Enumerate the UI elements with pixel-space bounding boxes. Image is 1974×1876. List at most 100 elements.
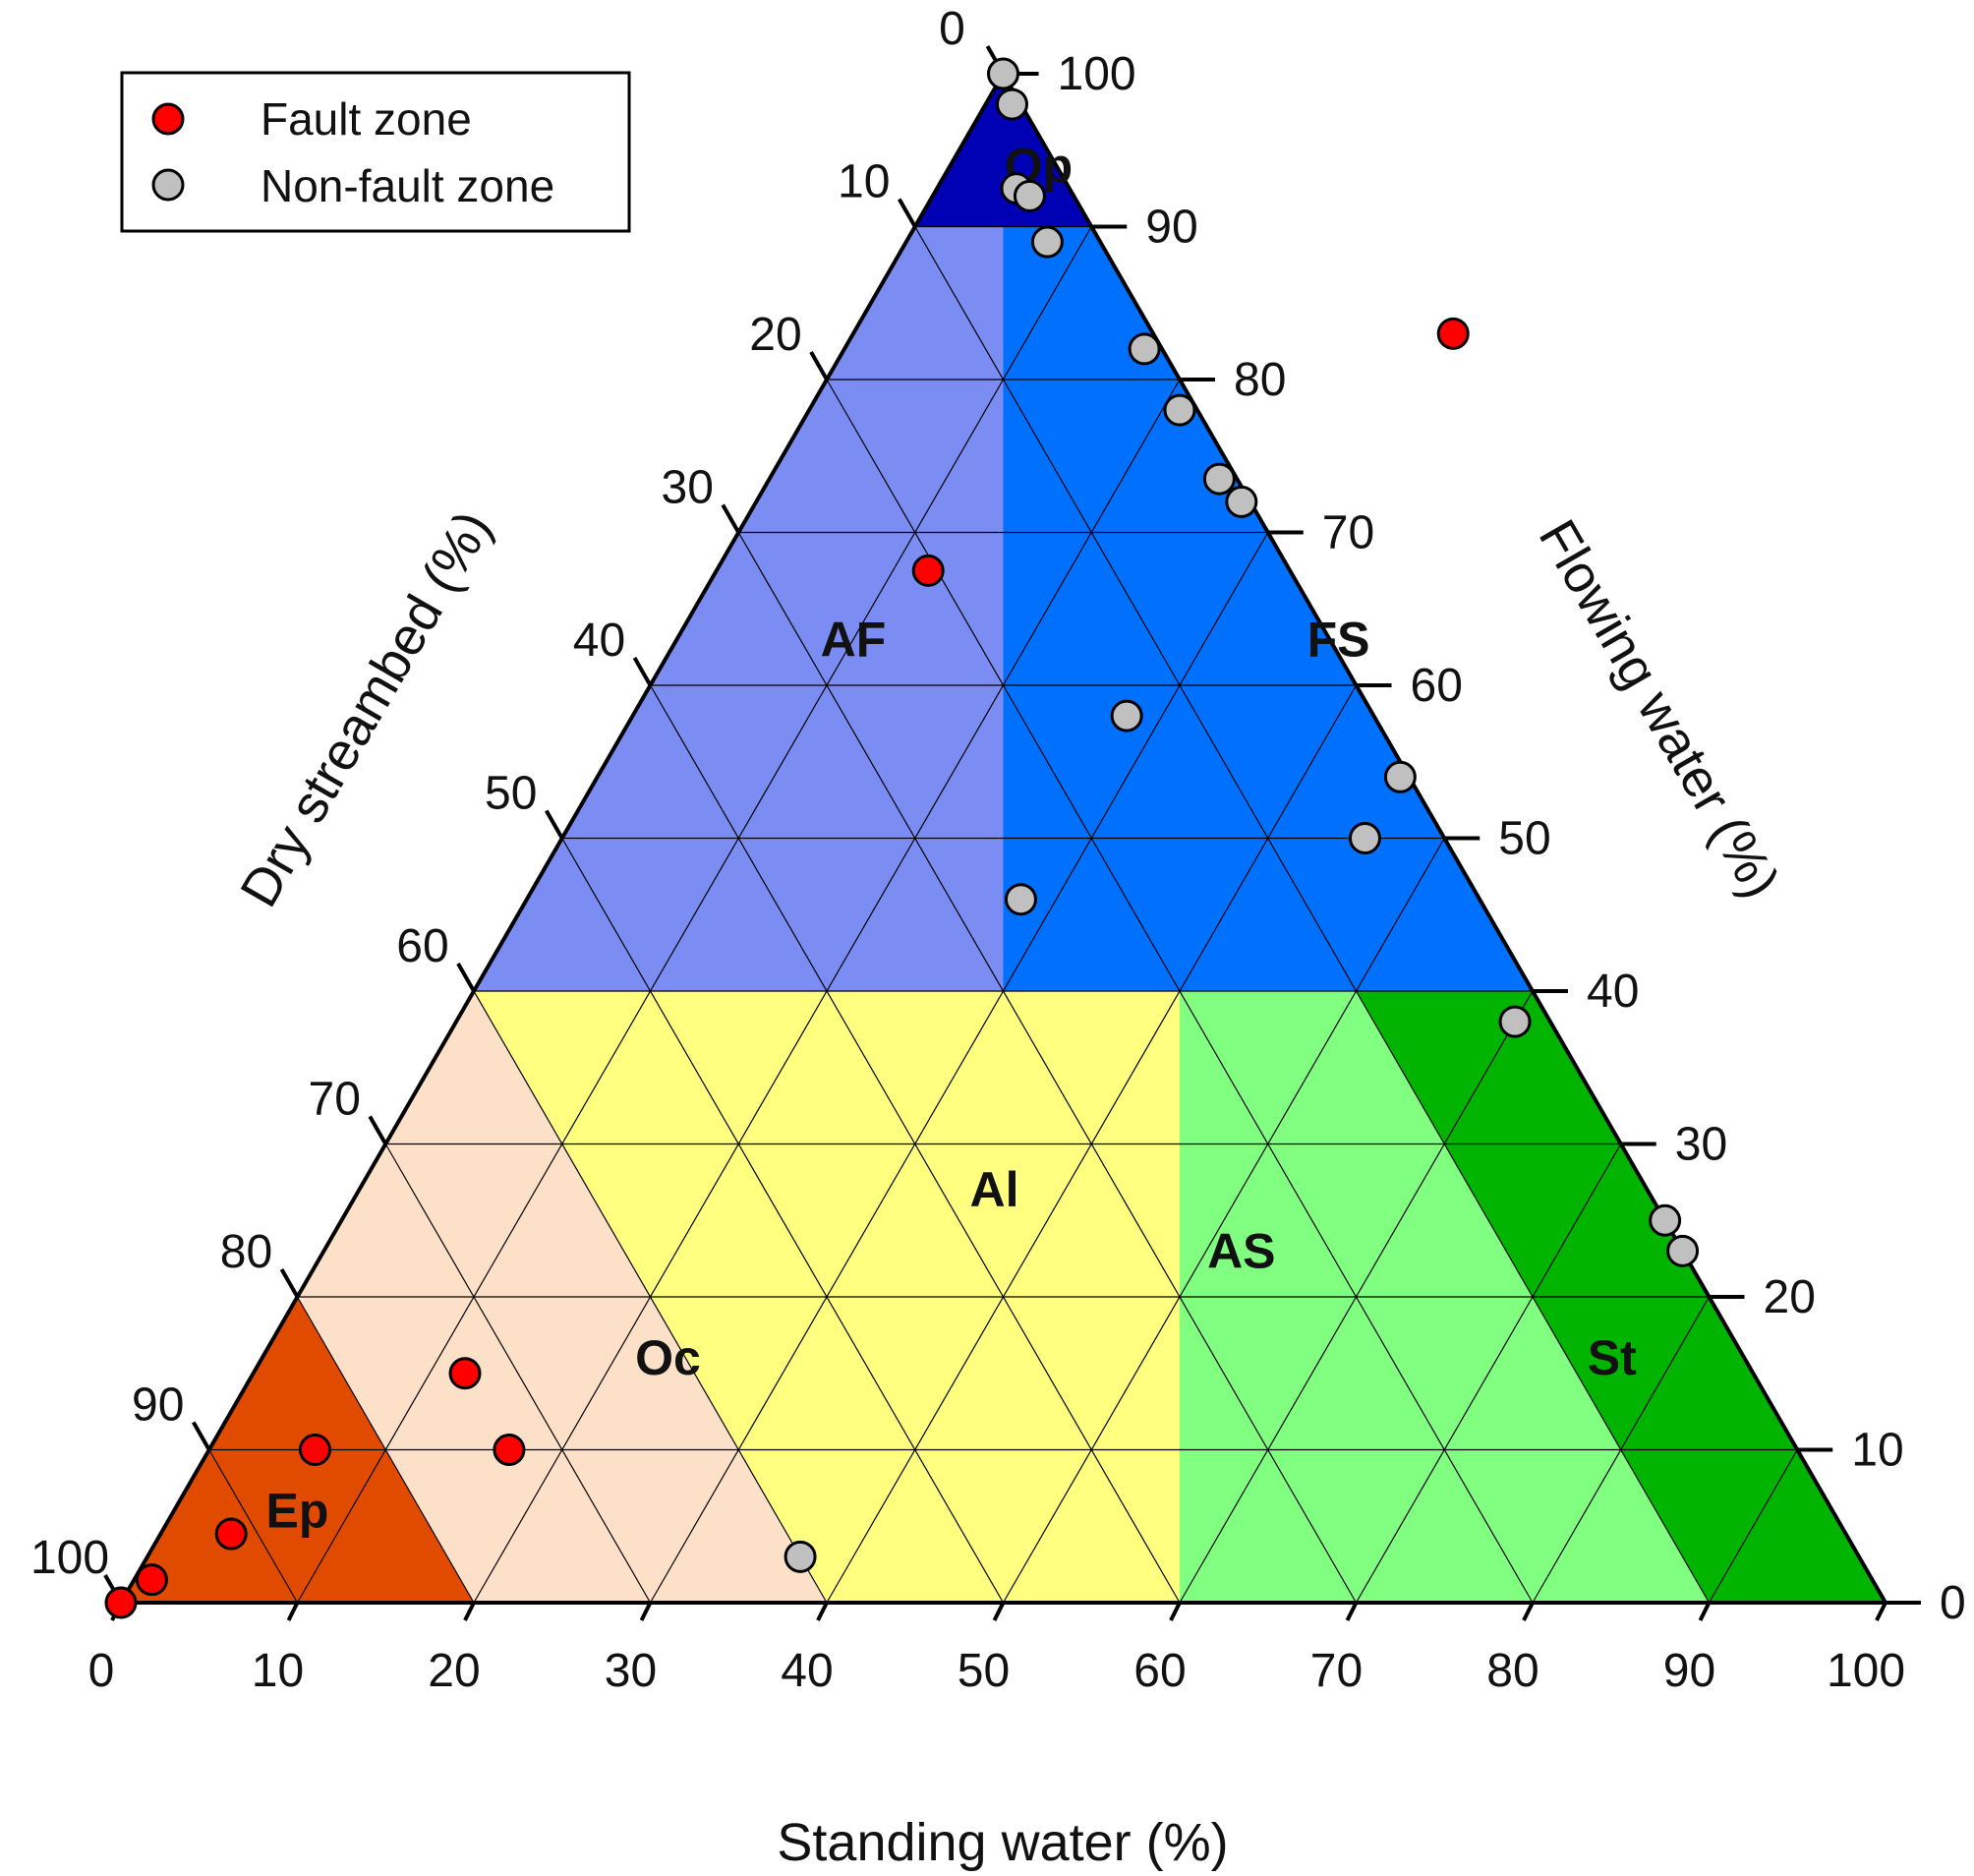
left-tick — [368, 1115, 387, 1145]
legend-label-non-fault-zone: Non-fault zone — [261, 160, 554, 211]
left-axis-title: Dry streambed (%) — [229, 501, 503, 916]
point-non-fault-zone — [1163, 393, 1196, 427]
bottom-tick — [639, 1602, 653, 1621]
left-tick-label: 100 — [30, 1532, 109, 1584]
right-axis-title: Flowing water (%) — [1528, 510, 1791, 908]
right-tick-label: 80 — [1234, 354, 1286, 406]
left-tick — [809, 351, 829, 381]
grid-line — [1355, 1143, 1622, 1604]
grid-line — [1532, 1296, 1711, 1604]
grid-line — [473, 990, 828, 1604]
point-non-fault-zone — [784, 1540, 817, 1573]
left-tick-label: 70 — [309, 1074, 361, 1126]
left-tick — [456, 963, 476, 992]
point-non-fault-zone — [1348, 822, 1381, 854]
right-tick-label: 40 — [1587, 966, 1639, 1018]
point-fault-zone — [135, 1563, 168, 1597]
bottom-tick-label: 70 — [1310, 1645, 1363, 1697]
left-tick-label: 80 — [220, 1226, 272, 1278]
grid-line — [384, 1143, 652, 1604]
bottom-tick — [463, 1602, 476, 1621]
bottom-tick-label: 60 — [1133, 1645, 1186, 1697]
bottom-tick-label: 50 — [958, 1645, 1010, 1697]
bottom-tick — [1522, 1602, 1535, 1621]
bottom-tick-label: 40 — [781, 1645, 833, 1697]
bottom-tick-label: 100 — [1827, 1645, 1905, 1697]
right-tick-label: 0 — [1940, 1577, 1966, 1629]
grid-line — [737, 532, 1358, 1604]
grid-line — [561, 838, 1005, 1604]
left-tick-label: 10 — [838, 156, 890, 208]
right-tick-label: 90 — [1145, 202, 1197, 254]
region-label-st: St — [1588, 1330, 1637, 1385]
right-tick-label: 10 — [1851, 1425, 1903, 1477]
point-non-fault-zone — [1649, 1203, 1682, 1237]
left-tick-label: 50 — [485, 768, 537, 820]
bottom-tick — [1345, 1602, 1359, 1621]
bottom-tick — [992, 1602, 1006, 1621]
legend: Fault zone Non-fault zone — [120, 71, 631, 233]
left-tick — [898, 198, 917, 228]
grid-layer — [208, 225, 1798, 1604]
point-fault-zone — [448, 1357, 482, 1390]
right-tick-label: 50 — [1498, 813, 1550, 865]
region-label-fs: FS — [1307, 612, 1370, 667]
region-label-oc: Oc — [635, 1330, 701, 1385]
point-non-fault-zone — [1202, 462, 1236, 496]
point-non-fault-zone — [1666, 1234, 1700, 1267]
point-fault-zone — [214, 1517, 248, 1551]
point-fault-zone — [911, 554, 945, 587]
bottom-tick — [1169, 1602, 1182, 1621]
point-fault-zone — [298, 1434, 331, 1466]
point-non-fault-zone — [1383, 760, 1417, 793]
grid-line — [1708, 1449, 1798, 1604]
bottom-tick-label: 30 — [605, 1645, 657, 1697]
left-tick — [721, 503, 740, 534]
left-tick-label: 40 — [573, 615, 625, 667]
bottom-tick — [286, 1602, 300, 1621]
right-tick-label: 100 — [1058, 48, 1136, 100]
bottom-tick — [1698, 1602, 1712, 1621]
region-af — [474, 226, 1004, 991]
grid-line — [296, 1296, 475, 1604]
bottom-tick-label: 80 — [1486, 1645, 1539, 1697]
bottom-tick-label: 10 — [252, 1645, 304, 1697]
legend-label-fault-zone: Fault zone — [261, 93, 472, 145]
left-tick — [279, 1268, 300, 1298]
point-non-fault-zone — [1030, 225, 1064, 259]
region-qp — [914, 74, 1092, 227]
point-fault-zone — [493, 1434, 526, 1466]
bottom-tick-label: 0 — [88, 1645, 115, 1697]
bottom-tick — [816, 1602, 829, 1621]
grid-line — [649, 532, 1269, 1604]
x-axis-title: Standing water (%) — [777, 1813, 1228, 1872]
legend-marker-non-fault-zone — [151, 168, 185, 202]
point-non-fault-zone — [1110, 699, 1143, 733]
point-non-fault-zone — [1004, 883, 1037, 916]
region-label-al: Al — [970, 1162, 1019, 1217]
region-fs — [1003, 226, 1533, 991]
left-tick-label: 0 — [939, 3, 965, 55]
point-non-fault-zone — [1225, 485, 1258, 518]
bottom-tick-label: 90 — [1663, 1645, 1715, 1697]
region-label-ep: Ep — [266, 1484, 329, 1539]
region-label-af: AF — [821, 612, 887, 667]
point-non-fault-zone — [987, 57, 1019, 90]
right-tick-label: 20 — [1764, 1271, 1816, 1323]
region-label-as: AS — [1207, 1223, 1275, 1278]
tick-layer: 0 10 20 30 40 50 60 70 80 90 100010203040506070809… — [30, 3, 1966, 1697]
right-tick-label: 70 — [1322, 507, 1374, 559]
bottom-tick — [1875, 1602, 1887, 1621]
left-tick — [632, 657, 653, 686]
legend-box — [120, 71, 631, 233]
point-non-fault-zone — [1498, 1005, 1532, 1038]
right-tick-label: 30 — [1675, 1119, 1727, 1171]
point-non-fault-zone — [1013, 179, 1046, 212]
left-tick-label: 60 — [396, 920, 448, 972]
grid-line — [1179, 990, 1534, 1604]
point-non-fault-zone — [995, 88, 1028, 121]
bottom-tick-label: 20 — [428, 1645, 480, 1697]
grid-line — [914, 226, 1711, 1604]
point-fault-zone — [104, 1586, 138, 1619]
